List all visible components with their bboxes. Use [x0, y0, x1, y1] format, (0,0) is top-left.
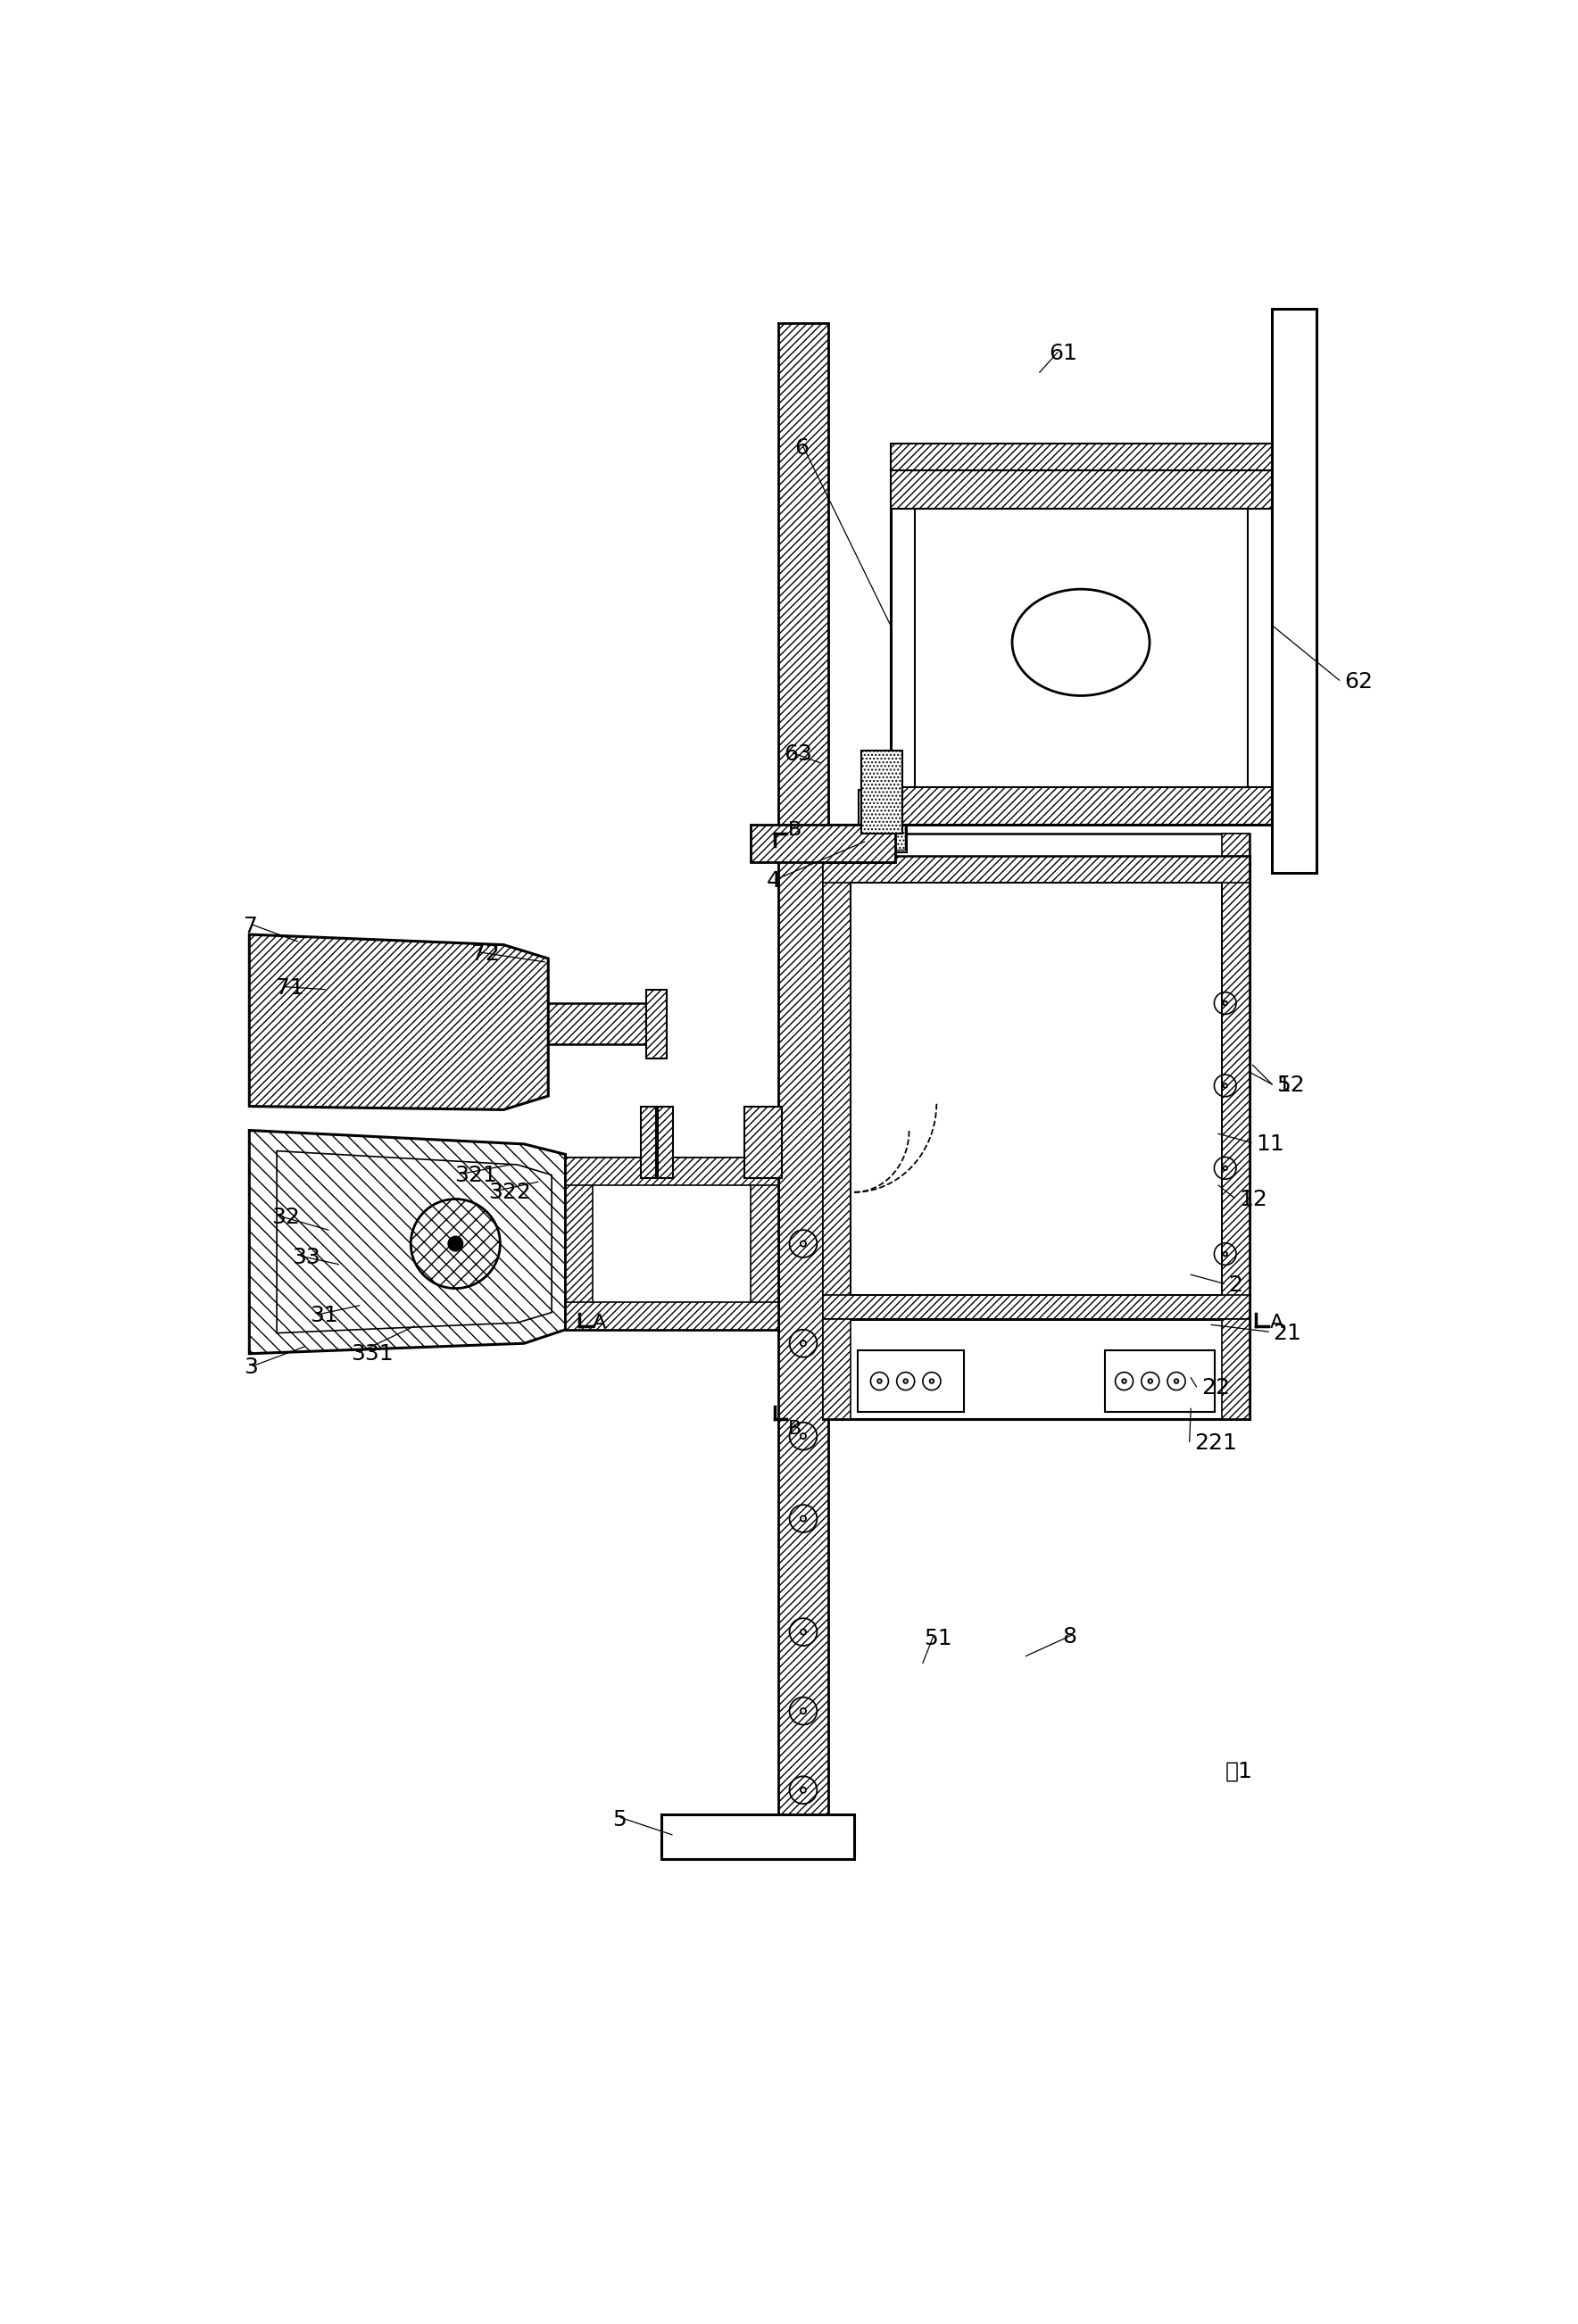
- Bar: [824, 834, 1250, 855]
- Bar: [565, 1301, 778, 1329]
- Text: 6: 6: [794, 437, 808, 458]
- Bar: [565, 1157, 593, 1329]
- Bar: [565, 1292, 686, 1329]
- Bar: [824, 855, 1250, 883]
- Bar: [858, 790, 907, 853]
- Bar: [890, 444, 1272, 469]
- Circle shape: [800, 1708, 806, 1713]
- Bar: [862, 792, 904, 851]
- Bar: [641, 1106, 656, 1178]
- Bar: [778, 323, 828, 1859]
- Text: 61: 61: [1048, 344, 1078, 365]
- Bar: [658, 1106, 674, 1178]
- Polygon shape: [249, 934, 548, 1109]
- Circle shape: [1223, 1083, 1228, 1088]
- Text: 1: 1: [1277, 1076, 1291, 1097]
- Text: A: A: [1270, 1313, 1283, 1332]
- Bar: [824, 1320, 851, 1420]
- Text: A: A: [593, 1313, 606, 1332]
- Text: 63: 63: [784, 744, 813, 765]
- Bar: [824, 855, 1250, 1322]
- Text: 31: 31: [309, 1306, 338, 1327]
- Bar: [862, 751, 903, 834]
- Bar: [824, 1320, 1250, 1420]
- Circle shape: [800, 1434, 806, 1439]
- Bar: [661, 1815, 854, 1859]
- Text: 4: 4: [767, 869, 781, 892]
- Circle shape: [800, 1341, 806, 1346]
- Circle shape: [800, 1515, 806, 1522]
- Text: 2: 2: [1229, 1274, 1243, 1297]
- Bar: [745, 1106, 783, 1178]
- Circle shape: [800, 1787, 806, 1792]
- Text: 51: 51: [925, 1629, 953, 1650]
- Bar: [890, 469, 1272, 825]
- Bar: [824, 855, 851, 1322]
- Bar: [828, 825, 893, 862]
- Circle shape: [800, 1629, 806, 1634]
- Text: 321: 321: [454, 1164, 497, 1185]
- Bar: [565, 1157, 778, 1329]
- Text: 322: 322: [489, 1181, 532, 1204]
- Polygon shape: [276, 1150, 552, 1334]
- Circle shape: [1223, 1002, 1228, 1006]
- Text: 8: 8: [1062, 1627, 1076, 1648]
- Circle shape: [1223, 1167, 1228, 1171]
- Bar: [1221, 1320, 1250, 1420]
- Bar: [890, 469, 1272, 509]
- Bar: [857, 1350, 964, 1413]
- Text: 3: 3: [245, 1357, 257, 1378]
- Bar: [1272, 309, 1316, 872]
- Text: 62: 62: [1344, 672, 1373, 693]
- Circle shape: [448, 1236, 464, 1253]
- Text: B: B: [787, 1420, 802, 1439]
- Text: 32: 32: [271, 1206, 300, 1229]
- Bar: [1221, 855, 1250, 1322]
- Circle shape: [410, 1199, 500, 1287]
- Text: 221: 221: [1195, 1432, 1237, 1455]
- Circle shape: [1149, 1378, 1152, 1383]
- Bar: [890, 788, 1272, 825]
- Text: 12: 12: [1239, 1188, 1267, 1211]
- Bar: [548, 1004, 652, 1043]
- Text: 52: 52: [1277, 1076, 1305, 1097]
- Bar: [751, 825, 895, 862]
- Bar: [866, 788, 893, 825]
- Bar: [751, 1157, 778, 1329]
- Bar: [565, 1157, 686, 1195]
- Polygon shape: [249, 1129, 565, 1353]
- Text: 21: 21: [1273, 1322, 1302, 1343]
- Text: 图1: 图1: [1225, 1762, 1253, 1783]
- Text: B: B: [787, 820, 802, 839]
- Text: 71: 71: [276, 978, 303, 999]
- Circle shape: [1174, 1378, 1179, 1383]
- Circle shape: [904, 1378, 907, 1383]
- Bar: [647, 990, 667, 1057]
- Text: 7: 7: [245, 916, 257, 937]
- Text: 33: 33: [292, 1246, 320, 1269]
- Circle shape: [1223, 1253, 1228, 1255]
- Bar: [915, 509, 1248, 788]
- Bar: [824, 1294, 1250, 1322]
- Text: 5: 5: [612, 1808, 626, 1831]
- Bar: [1221, 834, 1250, 855]
- Circle shape: [800, 1241, 806, 1246]
- Text: 22: 22: [1201, 1378, 1229, 1399]
- Text: 11: 11: [1256, 1134, 1284, 1155]
- Bar: [824, 834, 851, 855]
- Text: 72: 72: [472, 944, 500, 964]
- Bar: [1105, 1350, 1215, 1413]
- Circle shape: [877, 1378, 882, 1383]
- Text: 331: 331: [350, 1343, 393, 1364]
- Bar: [565, 1157, 778, 1185]
- Circle shape: [1122, 1378, 1127, 1383]
- Circle shape: [929, 1378, 934, 1383]
